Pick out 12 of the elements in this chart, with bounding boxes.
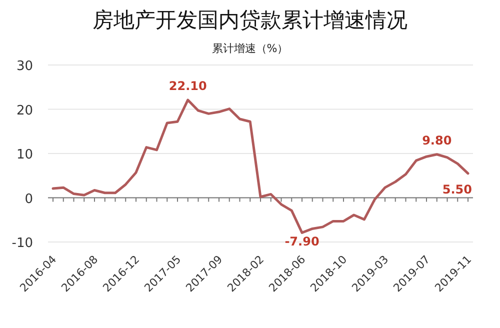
data-label: 9.80 [422,133,452,148]
y-tick-label: 20 [16,103,33,118]
y-tick-label: 0 [24,192,33,207]
y-tick-label: 30 [16,59,33,74]
line-series [52,98,470,234]
data-label: 22.10 [168,78,207,93]
y-axis-title: 累计增速（%） [212,42,288,55]
chart-title: 房地产开发国内贷款累计增速情况 [92,8,408,32]
data-label: -7.90 [284,234,320,249]
data-label: 5.50 [442,182,472,196]
y-tick-label: -10 [12,236,33,251]
y-tick-label: 10 [16,148,33,162]
